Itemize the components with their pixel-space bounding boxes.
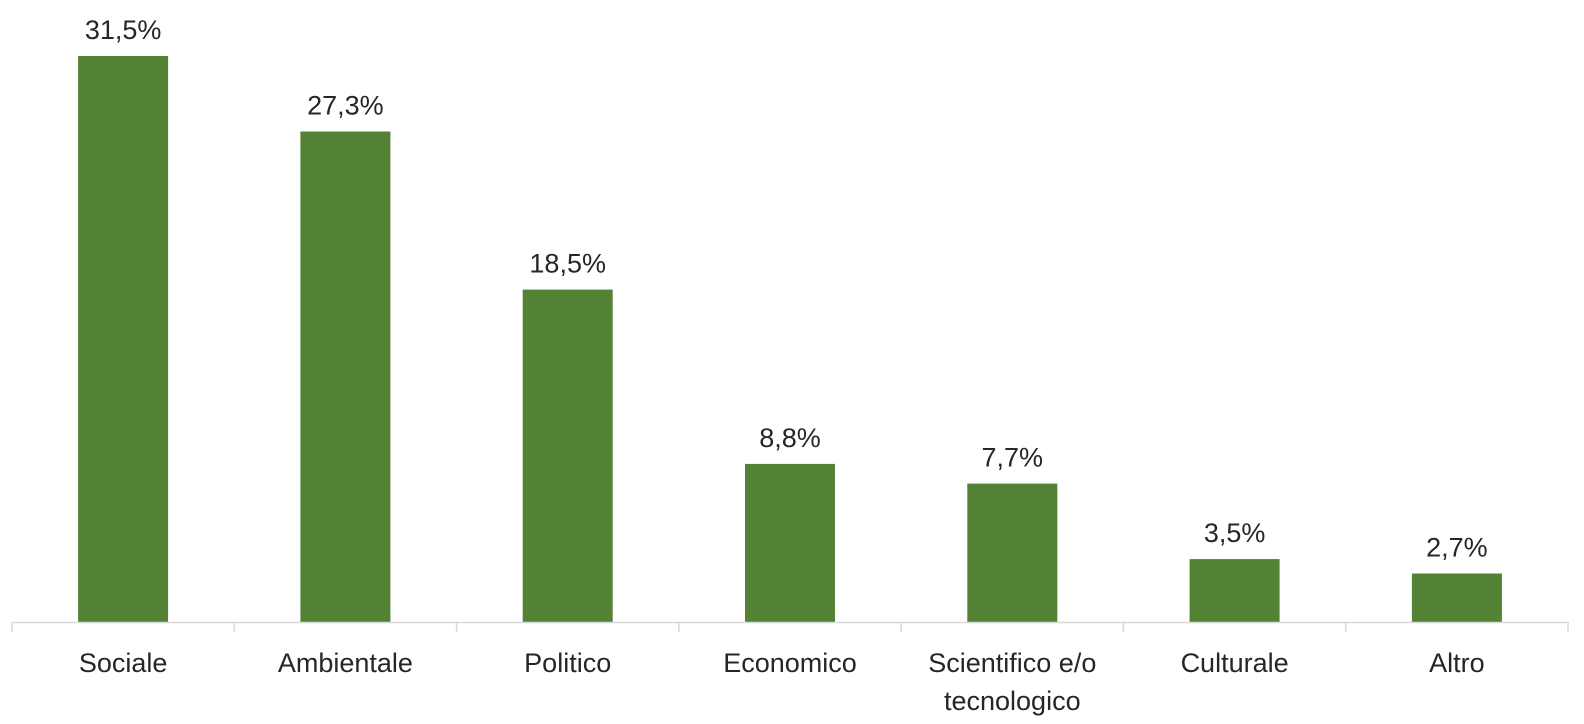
category-label-2: Politico [524,648,611,678]
category-label-0: Sociale [79,648,168,678]
category-label-line: Ambientale [278,648,413,678]
bar-6 [1411,573,1502,622]
bar-3 [745,463,835,622]
data-label-2: 18,5% [529,249,606,279]
category-label-line: Culturale [1181,648,1289,678]
bar-0 [78,56,169,622]
data-label-5: 3,5% [1204,518,1266,548]
bar-4 [967,483,1058,622]
category-label-line: Scientifico e/o [928,648,1096,678]
bars-group [78,56,1502,622]
data-labels-group: 31,5% 27,3% 18,5% 8,8% 7,7% 3,5% 2,7% [85,15,1488,563]
data-label-6: 2,7% [1426,533,1488,563]
category-label-line: Altro [1429,648,1485,678]
data-label-0: 31,5% [85,15,162,45]
data-label-3: 8,8% [759,423,821,453]
bar-2 [522,289,613,622]
data-label-1: 27,3% [307,91,384,121]
category-label-3: Economico [723,648,857,678]
bar-1 [300,131,391,622]
category-label-line: Sociale [79,648,168,678]
data-label-4: 7,7% [982,443,1044,473]
category-label-6: Altro [1429,648,1485,678]
category-labels-group: Sociale Ambientale Politico Economico Scient… [79,648,1485,716]
category-label-4: Scientifico e/o tecnologico [928,648,1096,716]
category-label-line: tecnologico [944,686,1081,716]
bar-5 [1189,559,1280,622]
category-label-5: Culturale [1181,648,1289,678]
x-axis [11,621,1569,632]
category-label-1: Ambientale [278,648,413,678]
category-label-line: Economico [723,648,857,678]
category-label-line: Politico [524,648,611,678]
